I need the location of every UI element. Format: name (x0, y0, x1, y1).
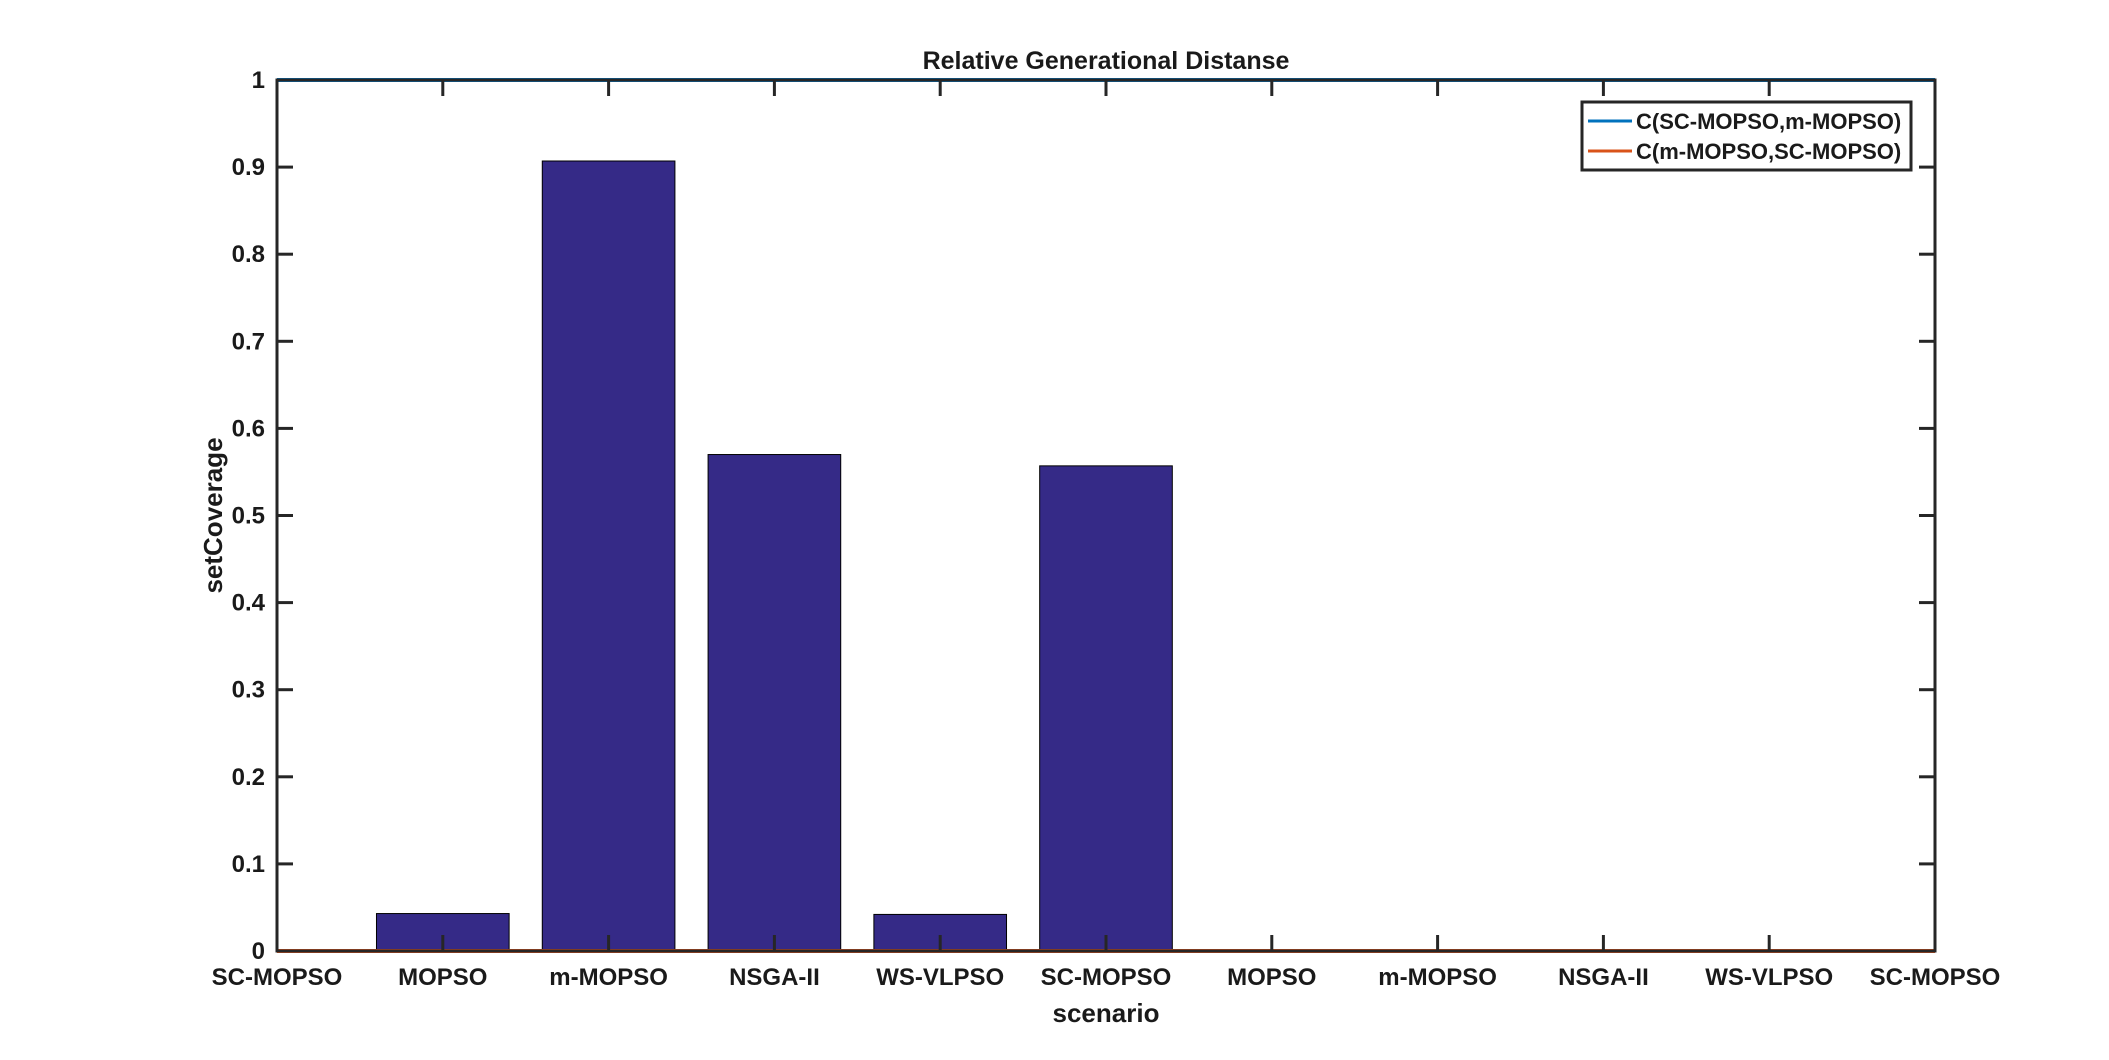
ticks-layer: 0 0.1 0.2 0.3 0.4 0.5 0.6 0.7 0.8 0.9 1 SC-MOPSO MOP… (212, 67, 2001, 991)
legend: C(SC-MOPSO,m-MOPSO) C(m-MOPSO,SC-MOPSO) (1580, 100, 1913, 172)
x-tick-label-1: SC-MOPSO (212, 964, 343, 991)
y-tick-label-5: 0.4 (232, 590, 266, 617)
y-tick-label-8: 0.7 (232, 328, 265, 355)
y-tick-label-11: 1 (252, 67, 265, 94)
y-tick-label-9: 0.8 (232, 241, 265, 268)
y-tick-label-3: 0.2 (232, 764, 265, 791)
legend-label-series-1: C(SC-MOPSO,m-MOPSO) (1636, 109, 1901, 134)
y-tick-label-6: 0.5 (232, 503, 265, 530)
chart-title: Relative Generational Distanse (923, 47, 1290, 75)
x-tick-label-3: m-MOPSO (549, 964, 668, 991)
y-tick-label-10: 0.9 (232, 154, 265, 181)
legend-label-series-2: C(m-MOPSO,SC-MOPSO) (1636, 139, 1901, 164)
bars-layer (375, 160, 1173, 952)
x-tick-label-9: NSGA-II (1558, 964, 1649, 991)
legend-box (1580, 100, 1913, 172)
y-tick-label-1: 0 (252, 938, 265, 965)
y-axis-title: setCoverage (198, 437, 228, 593)
y-tick-label-7: 0.6 (232, 415, 265, 442)
x-tick-label-2: MOPSO (398, 964, 487, 991)
bar-4 (707, 454, 842, 952)
x-tick-label-11: SC-MOPSO (1870, 964, 2001, 991)
bar-6 (1039, 465, 1173, 952)
x-axis-title: scenario (1053, 998, 1160, 1028)
y-tick-label-2: 0.1 (232, 851, 265, 878)
x-tick-label-8: m-MOPSO (1378, 964, 1497, 991)
x-tick-label-5: WS-VLPSO (876, 964, 1004, 991)
x-tick-label-4: NSGA-II (729, 964, 820, 991)
y-tick-label-4: 0.3 (232, 677, 265, 704)
bar-3 (541, 160, 676, 952)
x-tick-label-10: WS-VLPSO (1705, 964, 1833, 991)
x-tick-label-6: SC-MOPSO (1041, 964, 1172, 991)
x-tick-label-7: MOPSO (1227, 964, 1316, 991)
